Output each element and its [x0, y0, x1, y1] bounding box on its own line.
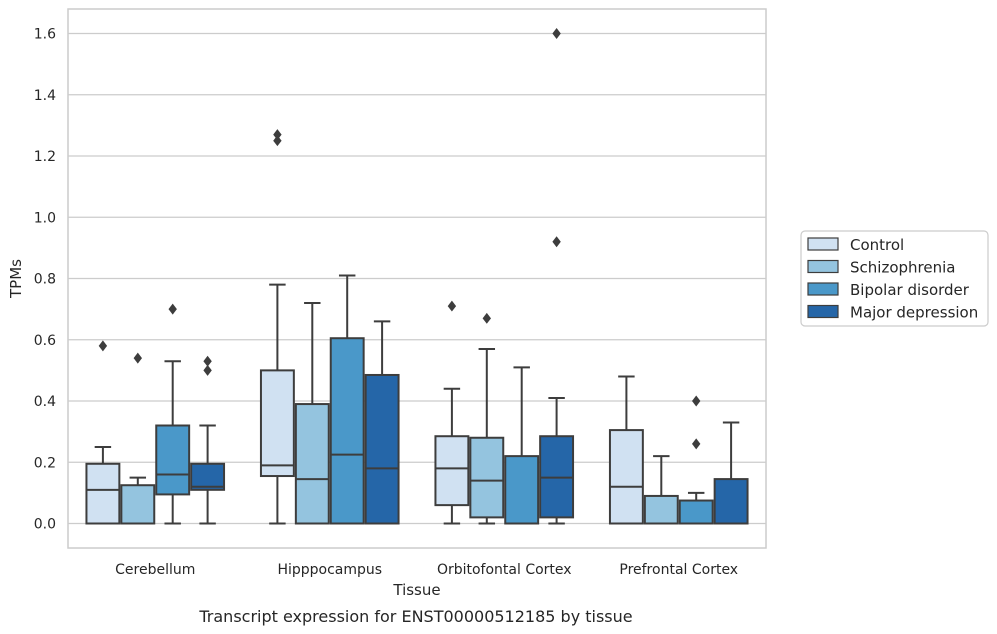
box-major-depression	[364, 320, 400, 525]
outlier-point	[203, 364, 212, 376]
box-iqr	[713, 478, 749, 525]
box-iqr	[434, 435, 470, 507]
x-tick-label: Cerebellum	[115, 562, 195, 578]
box-schizophrenia	[643, 455, 679, 525]
y-axis-label: TPMs	[7, 259, 25, 299]
x-tick-label: Hipppocampus	[277, 562, 382, 578]
box-bipolar-disorder	[155, 303, 191, 525]
box-iqr	[259, 369, 295, 478]
x-tick-label: Prefrontal Cortex	[619, 562, 738, 578]
box-iqr	[678, 499, 714, 525]
box-iqr	[190, 462, 226, 491]
legend-entry-label: Major depression	[850, 304, 978, 322]
legend-entry-label: Bipolar disorder	[850, 281, 970, 299]
y-tick-label: 0.0	[34, 517, 56, 533]
plot-area-frame	[67, 8, 767, 549]
box-control	[259, 129, 295, 525]
legend-entry-label: Schizophrenia	[850, 259, 955, 277]
x-tick-label: Orbitofontal Cortex	[437, 562, 572, 578]
legend-swatch	[807, 304, 839, 319]
outlier-point	[692, 438, 701, 450]
legend: Control Schizophrenia Bipolar disorder Majo…	[800, 230, 989, 327]
box-groups	[85, 28, 749, 525]
outlier-point	[203, 355, 212, 367]
outlier-point	[692, 395, 701, 407]
outlier-point	[98, 340, 108, 352]
box-major-depression	[713, 421, 749, 525]
outlier-point	[273, 129, 282, 141]
box-iqr	[294, 403, 330, 525]
box-iqr	[85, 462, 121, 525]
legend-frame	[800, 230, 989, 327]
box-bipolar-disorder	[678, 395, 714, 525]
box-control	[434, 300, 470, 525]
box-schizophrenia	[294, 302, 330, 525]
y-tick-label: 1.2	[34, 149, 56, 165]
y-tick-label: 0.6	[34, 333, 56, 349]
y-axis-ticks: 0.0 0.2 0.4 0.6 0.8 1.0 1.2 1.4 1.6	[34, 27, 56, 533]
box-control	[85, 340, 121, 525]
y-tick-label: 0.2	[34, 455, 56, 471]
x-axis-label: Tissue	[392, 581, 440, 599]
y-tick-label: 1.6	[34, 27, 56, 43]
box-major-depression	[539, 28, 575, 525]
y-tick-label: 0.8	[34, 272, 56, 288]
outlier-point	[447, 300, 457, 312]
box-iqr	[469, 436, 505, 519]
outlier-point	[552, 28, 561, 39]
x-axis-ticks: Cerebellum Hipppocampus Orbitofontal Corte…	[115, 562, 738, 578]
legend-entry-label: Control	[850, 236, 904, 254]
box-iqr	[120, 484, 156, 525]
box-iqr	[643, 494, 679, 525]
outlier-point	[133, 352, 142, 364]
y-tick-label: 1.4	[34, 88, 56, 104]
chart-caption: Transcript expression for ENST0000051218…	[198, 607, 632, 626]
box-iqr	[504, 455, 540, 525]
box-iqr	[364, 373, 400, 525]
y-tick-label: 1.0	[34, 210, 56, 226]
box-iqr	[155, 424, 191, 496]
box-schizophrenia	[469, 312, 505, 525]
box-major-depression	[190, 355, 226, 525]
box-control	[608, 375, 644, 525]
box-schizophrenia	[120, 352, 156, 525]
outlier-point	[168, 303, 177, 315]
legend-swatch	[807, 259, 839, 274]
box-bipolar-disorder	[504, 366, 540, 525]
legend-swatch	[807, 282, 839, 296]
outlier-point	[273, 135, 282, 147]
box-bipolar-disorder	[329, 274, 365, 525]
y-tick-label: 0.4	[34, 394, 56, 410]
box-iqr	[608, 429, 644, 525]
outlier-point	[552, 236, 561, 248]
outlier-point	[482, 312, 491, 324]
box-iqr	[329, 337, 365, 525]
legend-swatch	[807, 237, 839, 251]
